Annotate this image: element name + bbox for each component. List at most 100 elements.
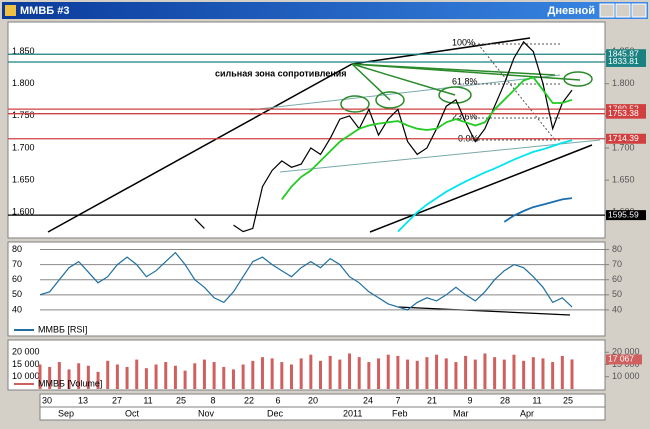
volume-bar: [522, 360, 526, 389]
timeframe: Дневной: [548, 5, 596, 17]
day-label: 8: [210, 395, 215, 405]
day-label: 20: [308, 395, 318, 405]
y-tick-label: 1.850: [12, 46, 35, 56]
volume-bar: [212, 362, 216, 389]
last-value-box: [606, 354, 642, 365]
y-tick-label-right: 50: [612, 289, 622, 299]
level-label-box: [606, 108, 646, 119]
ellipse: [438, 86, 472, 104]
y-tick-label-right: 80: [612, 244, 622, 254]
day-label: 21: [427, 395, 437, 405]
y-tick-label-right: 60: [612, 274, 622, 284]
y-tick-label: 80: [12, 244, 22, 254]
y-tick-label: 1.800: [12, 78, 35, 88]
volume-bar: [531, 357, 535, 389]
volume-bar: [396, 355, 400, 389]
volume-bar: [415, 360, 419, 389]
volume-bar: [502, 359, 506, 389]
level-label: 1833.81: [608, 56, 639, 66]
day-label: 6: [275, 395, 280, 405]
volume-bar: [541, 358, 545, 389]
day-label: 25: [563, 395, 573, 405]
level-label: 1595.59: [608, 209, 639, 219]
fib-label: 23.6%: [452, 111, 478, 121]
day-label: 25: [176, 395, 186, 405]
trend-line: [249, 74, 561, 111]
volume-bar: [231, 369, 235, 389]
volume-bar: [57, 362, 61, 389]
volume-bar: [260, 357, 264, 389]
rsi-trend-line: [397, 306, 571, 316]
y-tick-label: 60: [12, 274, 22, 284]
close-button[interactable]: [631, 3, 647, 18]
volume-bar: [125, 366, 129, 389]
fib-label: 100%: [452, 37, 475, 47]
volume-bar: [164, 362, 168, 389]
ellipse: [340, 95, 370, 113]
volume-bar: [406, 359, 410, 389]
minimize-button[interactable]: [599, 3, 615, 18]
volume-bar: [367, 362, 371, 389]
day-label: 11: [532, 395, 541, 405]
y-tick-label-right: 1.700: [612, 142, 635, 152]
series-line: [503, 197, 573, 223]
trend-line: [351, 37, 531, 65]
legend-label: ММВБ [RSI]: [38, 324, 87, 334]
day-label: 9: [467, 395, 472, 405]
legend-label: ММВБ [Volume]: [38, 378, 102, 388]
volume-bar: [357, 357, 361, 389]
volume-bar: [144, 368, 148, 389]
ellipse: [563, 71, 593, 87]
level-label-box: [606, 210, 646, 221]
level-label-box: [606, 133, 646, 144]
month-label: Mar: [453, 408, 469, 418]
y-tick-label: 1.700: [12, 142, 35, 152]
fib-line: [477, 43, 556, 141]
app-icon: [5, 5, 16, 16]
trend-line: [47, 63, 353, 233]
volume-bar: [115, 364, 119, 389]
volume-bar: [299, 358, 303, 389]
volume-bar: [67, 369, 71, 389]
volume-bar: [48, 366, 52, 389]
fib-label: 61.8%: [452, 76, 478, 86]
y-tick-label-right: 1.650: [612, 175, 635, 185]
month-label: Apr: [520, 408, 534, 418]
volume-bar: [135, 359, 139, 389]
volume-bar: [173, 365, 177, 389]
maximize-button[interactable]: [615, 3, 631, 18]
window-title: ММВБ #3: [20, 5, 69, 17]
month-label: Nov: [198, 408, 215, 418]
fan-line: [351, 63, 581, 81]
volume-bar: [444, 358, 448, 389]
volume-bar: [386, 354, 390, 389]
month-label: Feb: [392, 408, 408, 418]
y-tick-label: 50: [12, 289, 22, 299]
y-tick-label-right: 20 000: [612, 347, 640, 357]
volume-bar: [348, 353, 352, 389]
day-label: 13: [78, 395, 88, 405]
volume-bar: [241, 364, 245, 389]
last-value-label: 17 067: [608, 354, 634, 364]
volume-bar: [435, 354, 439, 389]
level-label: 1845.87: [608, 48, 639, 58]
y-tick-label-right: 1.800: [612, 78, 635, 88]
y-tick-label: 1.650: [12, 175, 35, 185]
volume-bar: [222, 366, 226, 389]
volume-bar: [570, 359, 574, 389]
series-line: [194, 40, 573, 233]
title-bar: [2, 2, 648, 19]
level-label: 1753.38: [608, 108, 639, 118]
y-tick-label-right: 10 000: [612, 371, 640, 381]
ellipse: [375, 91, 405, 109]
series-group: [40, 251, 573, 311]
volume-bar: [289, 364, 293, 389]
volume-bar: [270, 358, 274, 389]
price-panel: [7, 21, 606, 239]
volume-bar: [86, 365, 90, 389]
y-tick-label: 1.750: [12, 110, 35, 120]
fan-line: [351, 63, 456, 96]
volume-bar: [106, 360, 110, 389]
volume-bar: [483, 353, 487, 389]
